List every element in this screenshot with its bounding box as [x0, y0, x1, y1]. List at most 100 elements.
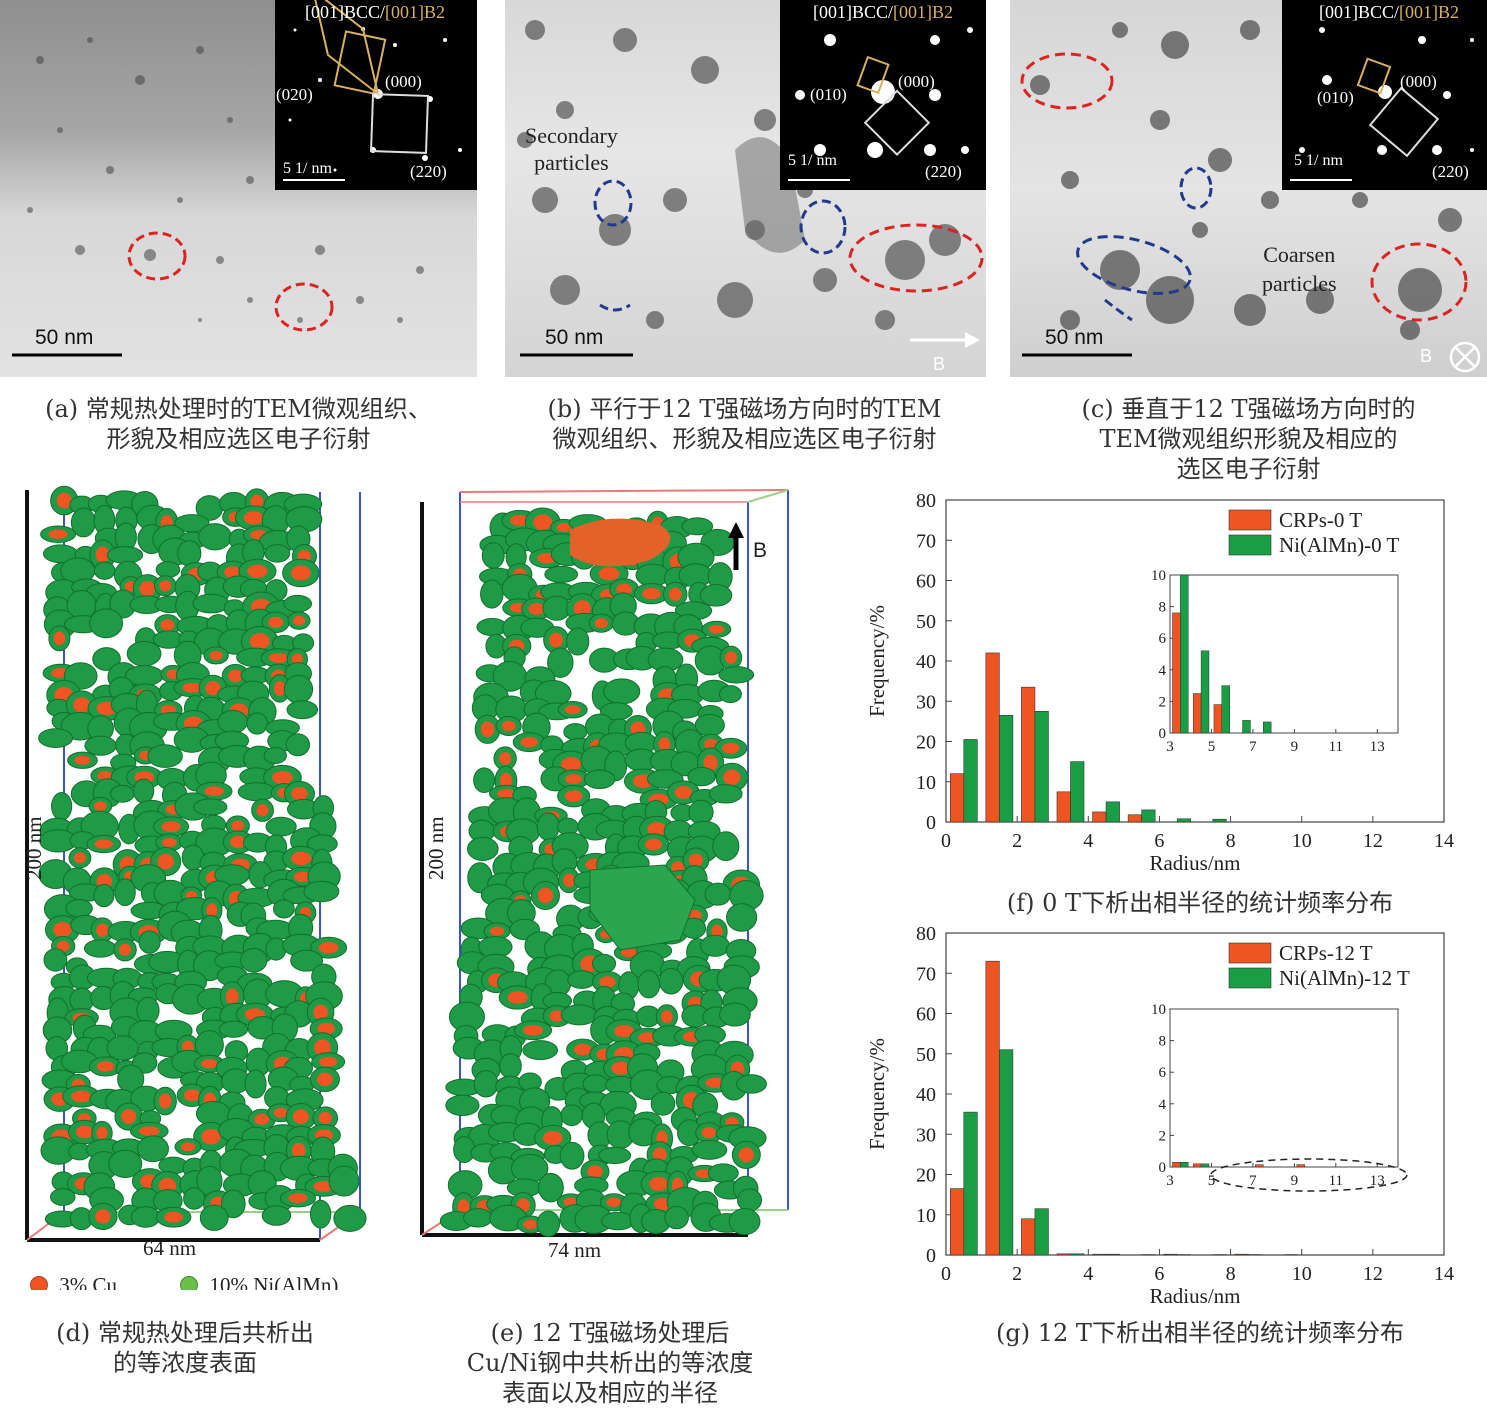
ni-cluster [708, 1164, 738, 1182]
saed-title-c: [001]BCC/ [1319, 2, 1399, 22]
ni-cluster [133, 779, 153, 803]
x-tick-label: 6 [1154, 1263, 1164, 1285]
inset-y-tick-label: 2 [1159, 1128, 1167, 1144]
x-tick-label: 12 [1363, 830, 1383, 852]
ni-cluster [602, 1212, 635, 1230]
ni-cluster [592, 954, 615, 972]
saed-title-a: [001]BCC/ [305, 2, 385, 22]
cu-cluster [247, 565, 267, 578]
cu-cluster [481, 721, 495, 737]
cu-cluster [76, 1126, 94, 1139]
cu-cluster [549, 633, 563, 648]
bar-ni [1035, 1209, 1049, 1255]
cu-cluster [119, 944, 131, 956]
x-axis-label: Radius/nm [1149, 1284, 1240, 1308]
ni-cluster [51, 1189, 75, 1206]
cu-cluster [599, 976, 616, 988]
ni-cluster [266, 938, 286, 960]
bar-ni [1142, 810, 1156, 822]
ni-cluster [219, 1021, 247, 1037]
inset-x-tick-label: 7 [1249, 1173, 1257, 1189]
width-label-d: 64 nm [143, 1236, 196, 1261]
cu-cluster [139, 1126, 160, 1136]
y-tick-label: 0 [926, 812, 936, 834]
caption-g: (g) 12 T下析出相半径的统计频率分布 [935, 1318, 1465, 1348]
ni-cluster [286, 734, 309, 756]
inset-bar-ni [1180, 575, 1188, 733]
cu-cluster [257, 804, 269, 816]
apt-reconstruction-e: B 200 nm 74 nm [410, 480, 800, 1290]
inset-bar-crps [1193, 1164, 1201, 1167]
ni-cluster [727, 904, 757, 932]
cu-cluster [689, 853, 703, 866]
saed-title-b2-b: [001]B2 [893, 2, 953, 22]
cu-cluster [157, 854, 174, 870]
cu-cluster [661, 1010, 673, 1023]
y-tick-label: 0 [926, 1245, 936, 1267]
ni-cluster [94, 562, 115, 579]
saed-scale-c: 5 1/ nm [1294, 152, 1343, 170]
inset-bar-crps [1193, 694, 1201, 734]
cu-cluster [272, 771, 293, 784]
ni-cluster [567, 628, 589, 655]
ni-cluster [52, 792, 72, 820]
red-circle-a2 [276, 284, 332, 330]
ni-cluster [310, 1200, 330, 1228]
inset-bar-ni [1201, 651, 1209, 733]
ni-cluster [481, 580, 504, 608]
inset-x-tick-label: 11 [1329, 1173, 1343, 1189]
ni-cluster [329, 1166, 359, 1196]
ni-cluster [537, 1211, 559, 1237]
ni-cluster [284, 675, 312, 703]
cu-cluster [725, 651, 737, 664]
cu-cluster [499, 752, 511, 765]
inset-x-tick-label: 9 [1291, 739, 1299, 755]
y-tick-label: 80 [916, 923, 936, 945]
cu-cluster [164, 1212, 183, 1223]
x-tick-label: 14 [1434, 1263, 1454, 1285]
scale-label-c: 50 nm [1045, 326, 1103, 350]
inset-y-tick-label: 10 [1151, 568, 1166, 584]
cu-cluster [57, 493, 72, 509]
x-tick-label: 14 [1434, 830, 1454, 852]
ni-cluster [719, 667, 754, 683]
inset-bar-crps [1172, 1162, 1180, 1167]
ni-cluster [137, 1136, 168, 1162]
ni-cluster [561, 1105, 583, 1126]
cu-cluster [642, 588, 661, 599]
cu-cluster [319, 942, 339, 953]
cu-cluster [250, 633, 270, 649]
cu-cluster [254, 1114, 269, 1125]
ni-cluster [111, 785, 135, 802]
inset-y-tick-label: 8 [1159, 1034, 1167, 1050]
cu-cluster [184, 1089, 200, 1101]
cu-cluster [291, 565, 311, 580]
caption-d: (d) 常规热处理后共析出 的等浓度表面 [0, 1318, 370, 1378]
cu-cluster [739, 1147, 754, 1162]
idx-000-a: (000) [385, 72, 422, 92]
cu-cluster [563, 873, 574, 887]
scale-label-b: 50 nm [545, 326, 603, 350]
field-label-b: B [933, 354, 945, 375]
ni-cluster [705, 883, 731, 905]
ni-cluster [560, 1142, 584, 1169]
height-label-e: 200 nm [424, 816, 449, 880]
caption-b: (b) 平行于12 T强磁场方向时的TEM 微观组织、形貌及相应选区电子衍射 [492, 394, 997, 454]
ni-cluster [194, 799, 227, 815]
ni-cluster [599, 1147, 631, 1163]
cu-cluster [606, 1198, 621, 1207]
bar-crps [1093, 1254, 1107, 1255]
y-tick-label: 30 [916, 691, 936, 713]
bar-crps [986, 653, 1000, 822]
ni-cluster [482, 543, 504, 568]
x-axis-label: Radius/nm [1149, 851, 1240, 875]
ni-cluster [474, 1071, 498, 1097]
bar-crps [1235, 1254, 1249, 1255]
saed-title-b: [001]BCC/ [813, 2, 893, 22]
saed-title-b2-c: [001]B2 [1399, 2, 1459, 22]
legend-swatch [1229, 535, 1271, 555]
ni-cluster [137, 997, 159, 1024]
idx-020-a: (020) [276, 85, 313, 105]
